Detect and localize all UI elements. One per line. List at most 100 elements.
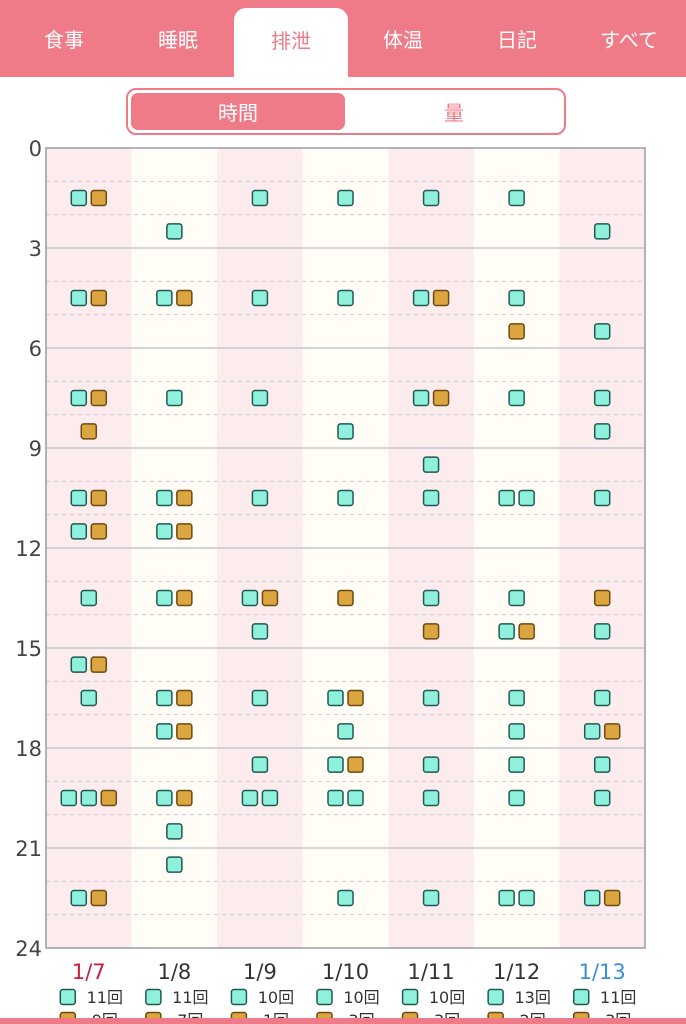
urine-mark — [166, 823, 183, 840]
urine-mark — [412, 389, 430, 407]
urine-mark — [156, 589, 173, 607]
stool-count: 2回 — [520, 1011, 546, 1020]
urine-mark — [498, 489, 515, 507]
urine-mark — [251, 389, 269, 407]
urine-mark — [241, 789, 259, 807]
tab-all[interactable]: すべて — [600, 28, 658, 52]
tab-sleep[interactable]: 睡眠 — [158, 28, 198, 52]
urine-mark — [422, 456, 440, 473]
urine-mark — [508, 789, 525, 807]
urine-mark — [508, 289, 525, 307]
y-tick-label: 3 — [29, 237, 42, 261]
stool-mark — [100, 789, 118, 807]
segment-time-button[interactable]: 時間 — [131, 93, 345, 130]
urine-mark — [156, 723, 173, 740]
tab-meal[interactable]: 食事 — [44, 28, 84, 52]
tab-bar: 食事 睡眠 排泄 体温 日記 すべて — [0, 0, 686, 77]
urine-mark — [251, 489, 269, 507]
urine-mark — [422, 489, 440, 507]
stool-mark — [508, 323, 525, 340]
urine-mark — [508, 389, 525, 407]
day-label: 1/12 — [493, 960, 540, 984]
stool-mark — [176, 689, 193, 707]
urine-mark — [156, 489, 173, 507]
urine-mark — [498, 889, 515, 907]
urine-mark — [251, 756, 269, 773]
urine-mark — [422, 789, 440, 807]
segment-amount-button[interactable]: 量 — [444, 101, 464, 125]
urine-mark — [508, 756, 525, 773]
urine-mark — [518, 489, 535, 507]
urine-mark — [337, 723, 354, 740]
stool-mark — [176, 289, 193, 307]
y-tick-label: 12 — [15, 537, 42, 561]
stool-mark — [593, 589, 611, 607]
urine-mark — [327, 689, 344, 707]
stool-mark — [80, 423, 98, 440]
urine-mark — [422, 756, 440, 773]
urine-mark — [508, 189, 525, 207]
stool-mark — [432, 389, 450, 407]
urine-mark — [156, 789, 173, 807]
urine-mark — [337, 189, 354, 207]
urine-mark — [251, 289, 269, 307]
urine-mark — [70, 389, 88, 407]
urine-mark — [593, 489, 611, 507]
urine-mark — [156, 523, 173, 540]
urine-mark — [166, 856, 183, 873]
urine-mark — [80, 789, 98, 807]
urine-mark — [80, 589, 98, 607]
urine-mark — [166, 389, 183, 407]
tab-excretion[interactable]: 排泄 — [234, 8, 348, 77]
stool-mark — [176, 723, 193, 740]
urine-mark — [145, 988, 162, 1006]
urine-mark — [156, 289, 173, 307]
stool-count: 3回 — [348, 1011, 374, 1020]
urine-mark — [70, 489, 88, 507]
tab-temperature[interactable]: 体温 — [383, 28, 423, 52]
urine-mark — [593, 789, 611, 807]
urine-count: 10回 — [429, 988, 465, 1007]
y-tick-label: 6 — [29, 337, 42, 361]
stool-mark — [176, 523, 193, 540]
view-mode-segment: 時間 量 — [126, 88, 566, 135]
urine-count: 11回 — [172, 988, 208, 1007]
urine-mark — [593, 389, 611, 407]
stool-count: 7回 — [177, 1011, 203, 1020]
stool-mark — [337, 589, 354, 607]
urine-mark — [518, 889, 535, 907]
urine-mark — [422, 589, 440, 607]
urine-mark — [60, 789, 78, 807]
urine-mark — [337, 889, 354, 907]
urine-mark — [583, 723, 601, 740]
stool-count: 3回 — [434, 1011, 460, 1020]
tab-diary[interactable]: 日記 — [497, 28, 537, 52]
y-tick-label: 24 — [15, 937, 42, 961]
urine-mark — [251, 189, 269, 207]
stool-mark — [518, 623, 535, 640]
stool-mark — [261, 589, 279, 607]
urine-mark — [593, 623, 611, 640]
stool-count: 3回 — [605, 1011, 631, 1020]
y-tick-label: 21 — [15, 837, 42, 861]
y-tick-label: 15 — [15, 637, 42, 661]
stool-mark — [90, 389, 108, 407]
urine-mark — [261, 789, 279, 807]
urine-mark — [401, 988, 419, 1006]
urine-mark — [347, 789, 364, 807]
urine-mark — [327, 756, 344, 773]
day-label: 1/7 — [72, 960, 106, 984]
urine-mark — [70, 289, 88, 307]
plot-frame — [45, 147, 646, 949]
urine-mark — [230, 988, 248, 1006]
urine-mark — [327, 789, 344, 807]
urine-mark — [316, 988, 333, 1006]
day-label: 1/9 — [243, 960, 277, 984]
urine-mark — [70, 656, 88, 673]
urine-mark — [70, 889, 88, 907]
urine-mark — [166, 223, 183, 240]
excretion-time-chart: 0 3 6 9 12 15 18 21 24 1/7 11回 9回 1/8 11回 7回 1/9 10回 1回 1/… — [15, 140, 646, 1020]
urine-mark — [593, 423, 611, 440]
urine-mark — [593, 756, 611, 773]
y-tick-label: 0 — [29, 140, 42, 161]
